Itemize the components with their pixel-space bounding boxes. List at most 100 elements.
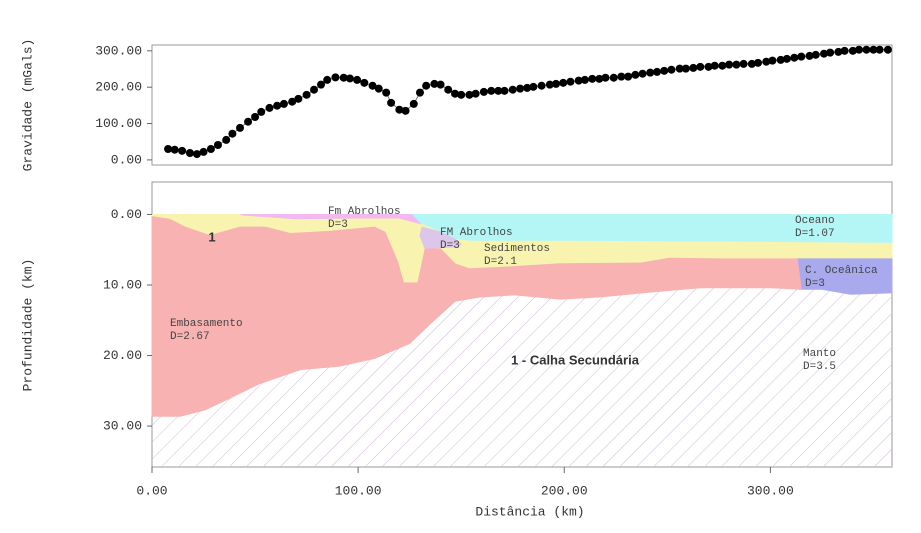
layer-density: D=3.5	[803, 361, 836, 373]
gravity-point	[776, 55, 785, 64]
gravity-point	[170, 145, 179, 154]
gravity-point	[660, 66, 669, 75]
y-tick-label: 0.00	[111, 152, 142, 167]
gravity-point	[768, 56, 777, 65]
layer-name: C. Oceânica	[805, 265, 878, 277]
gravity-point	[566, 77, 575, 86]
gravity-point	[725, 60, 734, 69]
gravity-point	[718, 61, 727, 70]
gravity-point	[294, 94, 303, 103]
gravity-point	[805, 51, 814, 60]
gravity-point	[710, 61, 719, 70]
gravity-point	[471, 89, 480, 98]
x-tick-label: 200.00	[541, 483, 588, 498]
gravity-point	[631, 70, 640, 79]
gravity-point	[185, 149, 194, 157]
layer-density: D=2.1	[484, 256, 517, 268]
gravity-point	[302, 90, 311, 99]
gravity-point	[257, 107, 266, 116]
gravity-point	[523, 83, 532, 92]
gravity-point	[529, 82, 538, 91]
y-tick-label: 0.00	[111, 207, 142, 222]
gravity-point	[552, 79, 561, 88]
gravity-point	[840, 46, 849, 55]
gravity-point	[288, 97, 297, 106]
gravity-point	[797, 52, 806, 61]
layer-density: D=3	[440, 240, 460, 252]
gravity-point	[638, 69, 647, 78]
gravity-point	[487, 86, 496, 95]
gravity-point	[601, 73, 610, 82]
gravity-point	[545, 80, 554, 89]
layer-density: D=2.67	[170, 331, 210, 343]
layer-name: Oceano	[795, 215, 835, 227]
gravity-point	[436, 80, 445, 89]
gravity-point	[368, 81, 377, 90]
y-tick-label: 100.00	[95, 116, 142, 131]
gravity-point	[739, 59, 748, 68]
layer-name: Manto	[803, 348, 836, 360]
gravity-point	[537, 81, 546, 90]
gravity-y-label: Gravidade (mGals)	[20, 39, 35, 172]
gravity-point	[875, 45, 884, 54]
gravity-point	[588, 74, 597, 83]
gravity-point	[323, 75, 332, 84]
gravity-point	[199, 147, 208, 156]
gravity-point	[164, 145, 173, 153]
x-label: Distância (km)	[475, 504, 584, 519]
gravity-point	[430, 79, 439, 88]
x-tick-label: 100.00	[335, 483, 382, 498]
gravity-point	[382, 88, 391, 97]
x-tick-label: 0.00	[136, 483, 167, 498]
gravity-point	[465, 90, 474, 99]
y-tick-label: 30.00	[103, 419, 142, 434]
gravity-point	[790, 53, 799, 62]
gravity-point	[508, 85, 517, 94]
gravity-point	[500, 86, 509, 95]
gravity-point	[696, 62, 705, 71]
gravity-point	[279, 99, 288, 108]
gravity-point	[409, 99, 418, 108]
gravity-point	[444, 85, 453, 94]
gravity-point	[754, 58, 763, 67]
gravity-point	[213, 141, 222, 149]
y-tick-label: 200.00	[95, 80, 142, 95]
gravity-point	[273, 101, 282, 110]
gravity-point	[395, 105, 404, 114]
gravity-point	[855, 45, 864, 54]
gravity-point	[762, 57, 771, 66]
layer-density: D=3	[805, 278, 825, 290]
gravity-point	[228, 129, 237, 138]
gravity-point	[883, 45, 892, 54]
layer-name: Fm Abrolhos	[328, 206, 401, 218]
gravity-point	[353, 75, 362, 84]
gravity-point	[747, 59, 756, 68]
layer	[240, 214, 422, 225]
annotation: 1 - Calha Secundária	[511, 352, 640, 367]
gravity-point	[317, 80, 326, 89]
gravity-point	[595, 74, 604, 83]
gravity-point	[415, 88, 424, 97]
layer-name: Sedimentos	[484, 243, 550, 255]
gravity-point	[422, 81, 431, 90]
gravity-point	[782, 54, 791, 63]
layer-name: FM Abrolhos	[440, 227, 513, 239]
gravity-point	[178, 146, 187, 155]
gravity-point	[401, 106, 410, 115]
depth-y-label: Profundidade (km)	[20, 259, 35, 392]
gravity-point	[222, 135, 231, 144]
annotation: 1	[208, 229, 215, 244]
gravity-point	[667, 65, 676, 74]
gravity-point	[265, 103, 274, 112]
gravity-point	[206, 145, 215, 153]
gravity-point	[869, 45, 878, 54]
gravity-point	[646, 68, 655, 77]
gravity-point	[574, 76, 583, 85]
gravity-point	[559, 78, 568, 87]
gravity-point	[457, 90, 466, 99]
gravity-point	[516, 84, 525, 93]
gravity-point	[192, 150, 201, 159]
gravity-point	[862, 45, 871, 54]
gravity-point	[251, 113, 260, 121]
gravity-point	[624, 72, 633, 81]
